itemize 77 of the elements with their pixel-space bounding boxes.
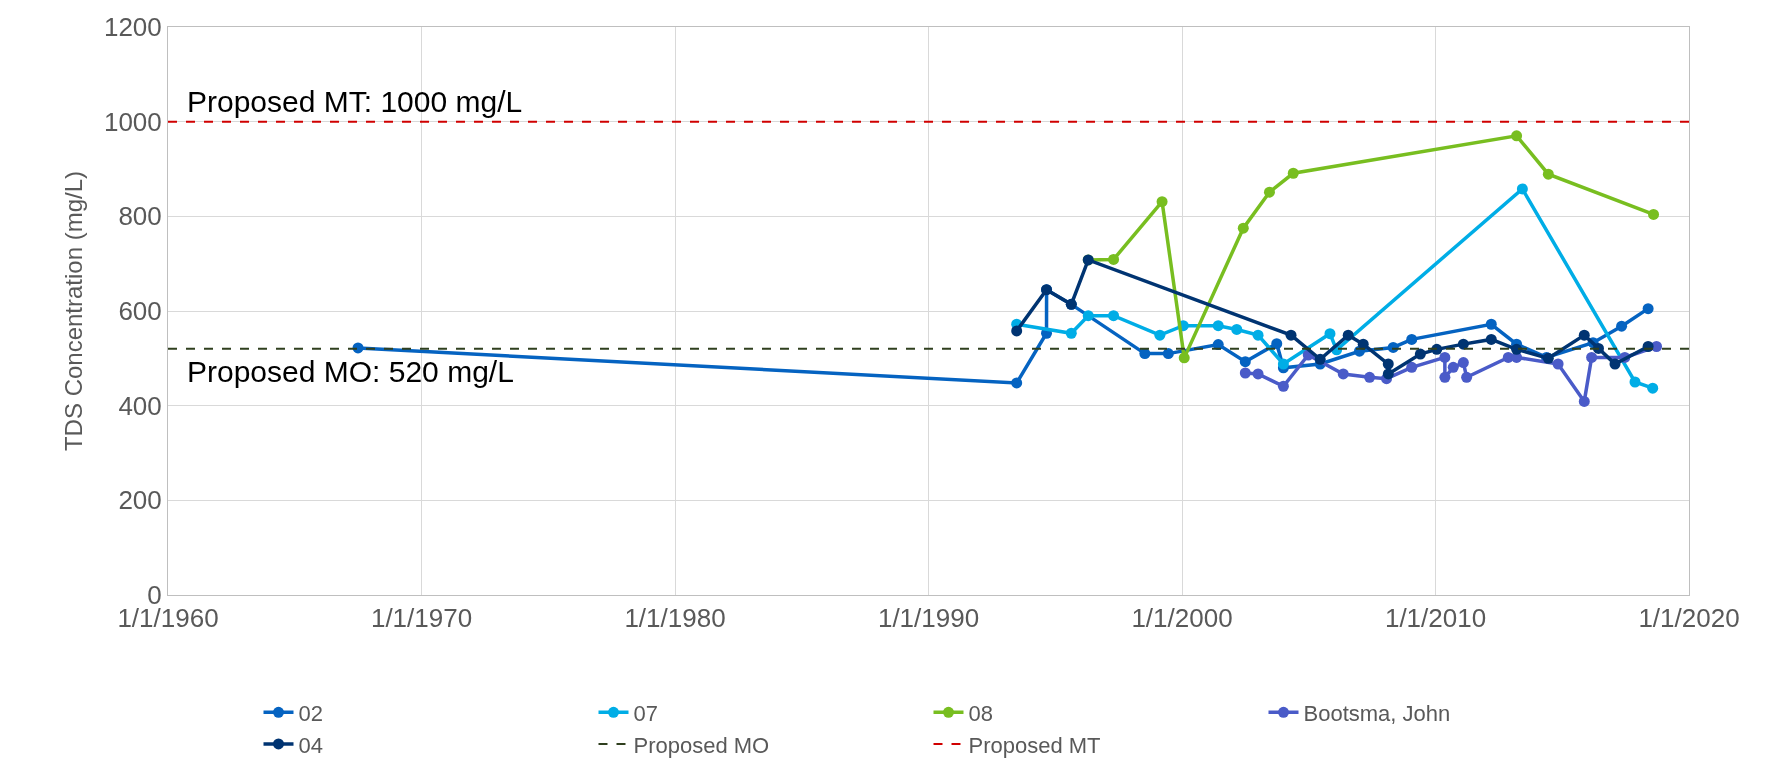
point [1154,329,1166,341]
x-tick-label: 1/1/2000 [1131,603,1233,634]
point [1252,368,1264,380]
legend-label: 07 [633,700,658,726]
x-tick-label: 1/1/1980 [624,603,726,634]
point [1239,367,1251,379]
point [1516,183,1528,195]
x-tick-label: 1/1/1970 [370,603,473,634]
point [1461,371,1473,383]
point [1237,222,1249,234]
point [1578,395,1590,407]
point [1406,361,1418,373]
point [1542,168,1554,180]
y-tick-label: 400 [118,390,162,421]
point [1212,320,1224,332]
point [1277,380,1289,392]
point [1406,333,1418,345]
point [1586,351,1598,363]
point [1162,348,1174,360]
point [1011,377,1023,389]
point [1447,361,1459,373]
point [1342,329,1354,341]
point [1178,352,1190,364]
y-tick-label: 1000 [103,106,162,137]
legend-label: 04 [298,732,323,758]
point [1552,358,1564,370]
point [1314,353,1326,365]
point [1511,130,1523,142]
legend-label: 02 [298,700,323,726]
point [1082,310,1094,322]
point [1647,382,1659,394]
point [1616,320,1628,332]
legend-label: 08 [968,700,993,726]
point [1231,323,1243,335]
point [1239,356,1251,368]
point [1271,338,1283,350]
point [1578,329,1590,341]
legend-label: Proposed MO [633,732,770,758]
point [1263,186,1275,198]
point [1485,318,1497,330]
x-tick-label: 1/1/1990 [877,603,980,634]
point [1457,357,1469,369]
point [1324,328,1336,340]
point [1156,196,1168,208]
point [1382,358,1394,370]
point [1457,338,1469,350]
annotation: Proposed MT: 1000 mg/L [187,85,523,118]
legend-label: Bootsma, John [1303,700,1451,726]
point [1629,376,1641,388]
point [1382,368,1394,380]
point [1414,348,1426,360]
point [1011,325,1023,337]
point [1108,253,1120,265]
y-tick-label: 800 [118,201,162,232]
point [1439,351,1451,363]
point [1285,329,1297,341]
point [1648,208,1660,220]
point [1287,167,1299,179]
point [1485,333,1497,345]
point [1364,371,1376,383]
x-tick-label: 1/1/2010 [1384,603,1487,634]
point [1252,329,1264,341]
point [1642,303,1654,315]
y-tick-label: 1200 [103,12,162,43]
y-tick-label: 600 [118,296,162,327]
legend-label: Proposed MT [968,732,1101,758]
point [1277,358,1289,370]
point [1511,343,1523,355]
point [1065,327,1077,339]
point [1108,310,1120,322]
point [1609,358,1621,370]
point [1439,371,1451,383]
x-tick-label: 1/1/2020 [1638,603,1740,634]
y-tick-label: 200 [118,485,162,516]
annotation: Proposed MO: 520 mg/L [187,355,514,388]
y-axis-title: TDS Concentration (mg/L) [60,170,88,452]
point [1337,368,1349,380]
